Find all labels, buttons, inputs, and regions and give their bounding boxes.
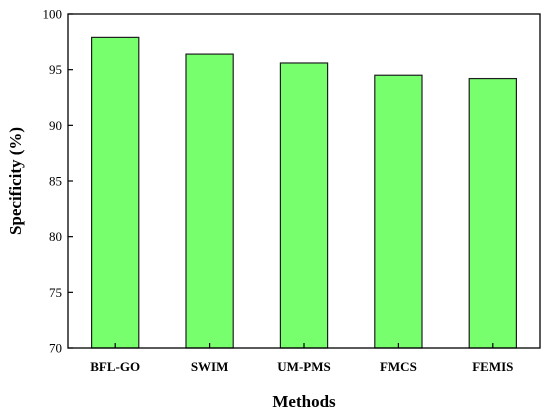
y-tick-label: 95 bbox=[49, 62, 62, 77]
y-tick-label: 100 bbox=[43, 7, 63, 22]
x-tick-label: SWIM bbox=[191, 359, 229, 374]
bar-um-pms bbox=[279, 62, 329, 349]
bar-femis bbox=[468, 77, 518, 349]
y-tick-label: 70 bbox=[49, 341, 62, 356]
y-axis-ticks: 70 75 80 85 90 95 100 bbox=[43, 7, 73, 356]
bar-bfl-go bbox=[90, 36, 140, 349]
x-tick-label: UM-PMS bbox=[277, 359, 330, 374]
bars-group bbox=[90, 36, 518, 349]
x-tick-label: FEMIS bbox=[472, 359, 513, 374]
x-axis-ticks: BFL-GO SWIM UM-PMS FMCS FEMIS bbox=[90, 343, 513, 374]
y-tick-label: 85 bbox=[49, 174, 62, 189]
x-axis-title: Methods bbox=[272, 392, 336, 411]
bar-swim bbox=[185, 53, 234, 349]
y-axis-title: Specificity (%) bbox=[6, 127, 25, 235]
y-tick-label: 75 bbox=[49, 285, 62, 300]
bar-fmcs bbox=[374, 74, 423, 349]
y-tick-label: 90 bbox=[49, 118, 62, 133]
x-tick-label: BFL-GO bbox=[90, 359, 140, 374]
x-tick-label: FMCS bbox=[380, 359, 417, 374]
y-tick-label: 80 bbox=[49, 229, 62, 244]
